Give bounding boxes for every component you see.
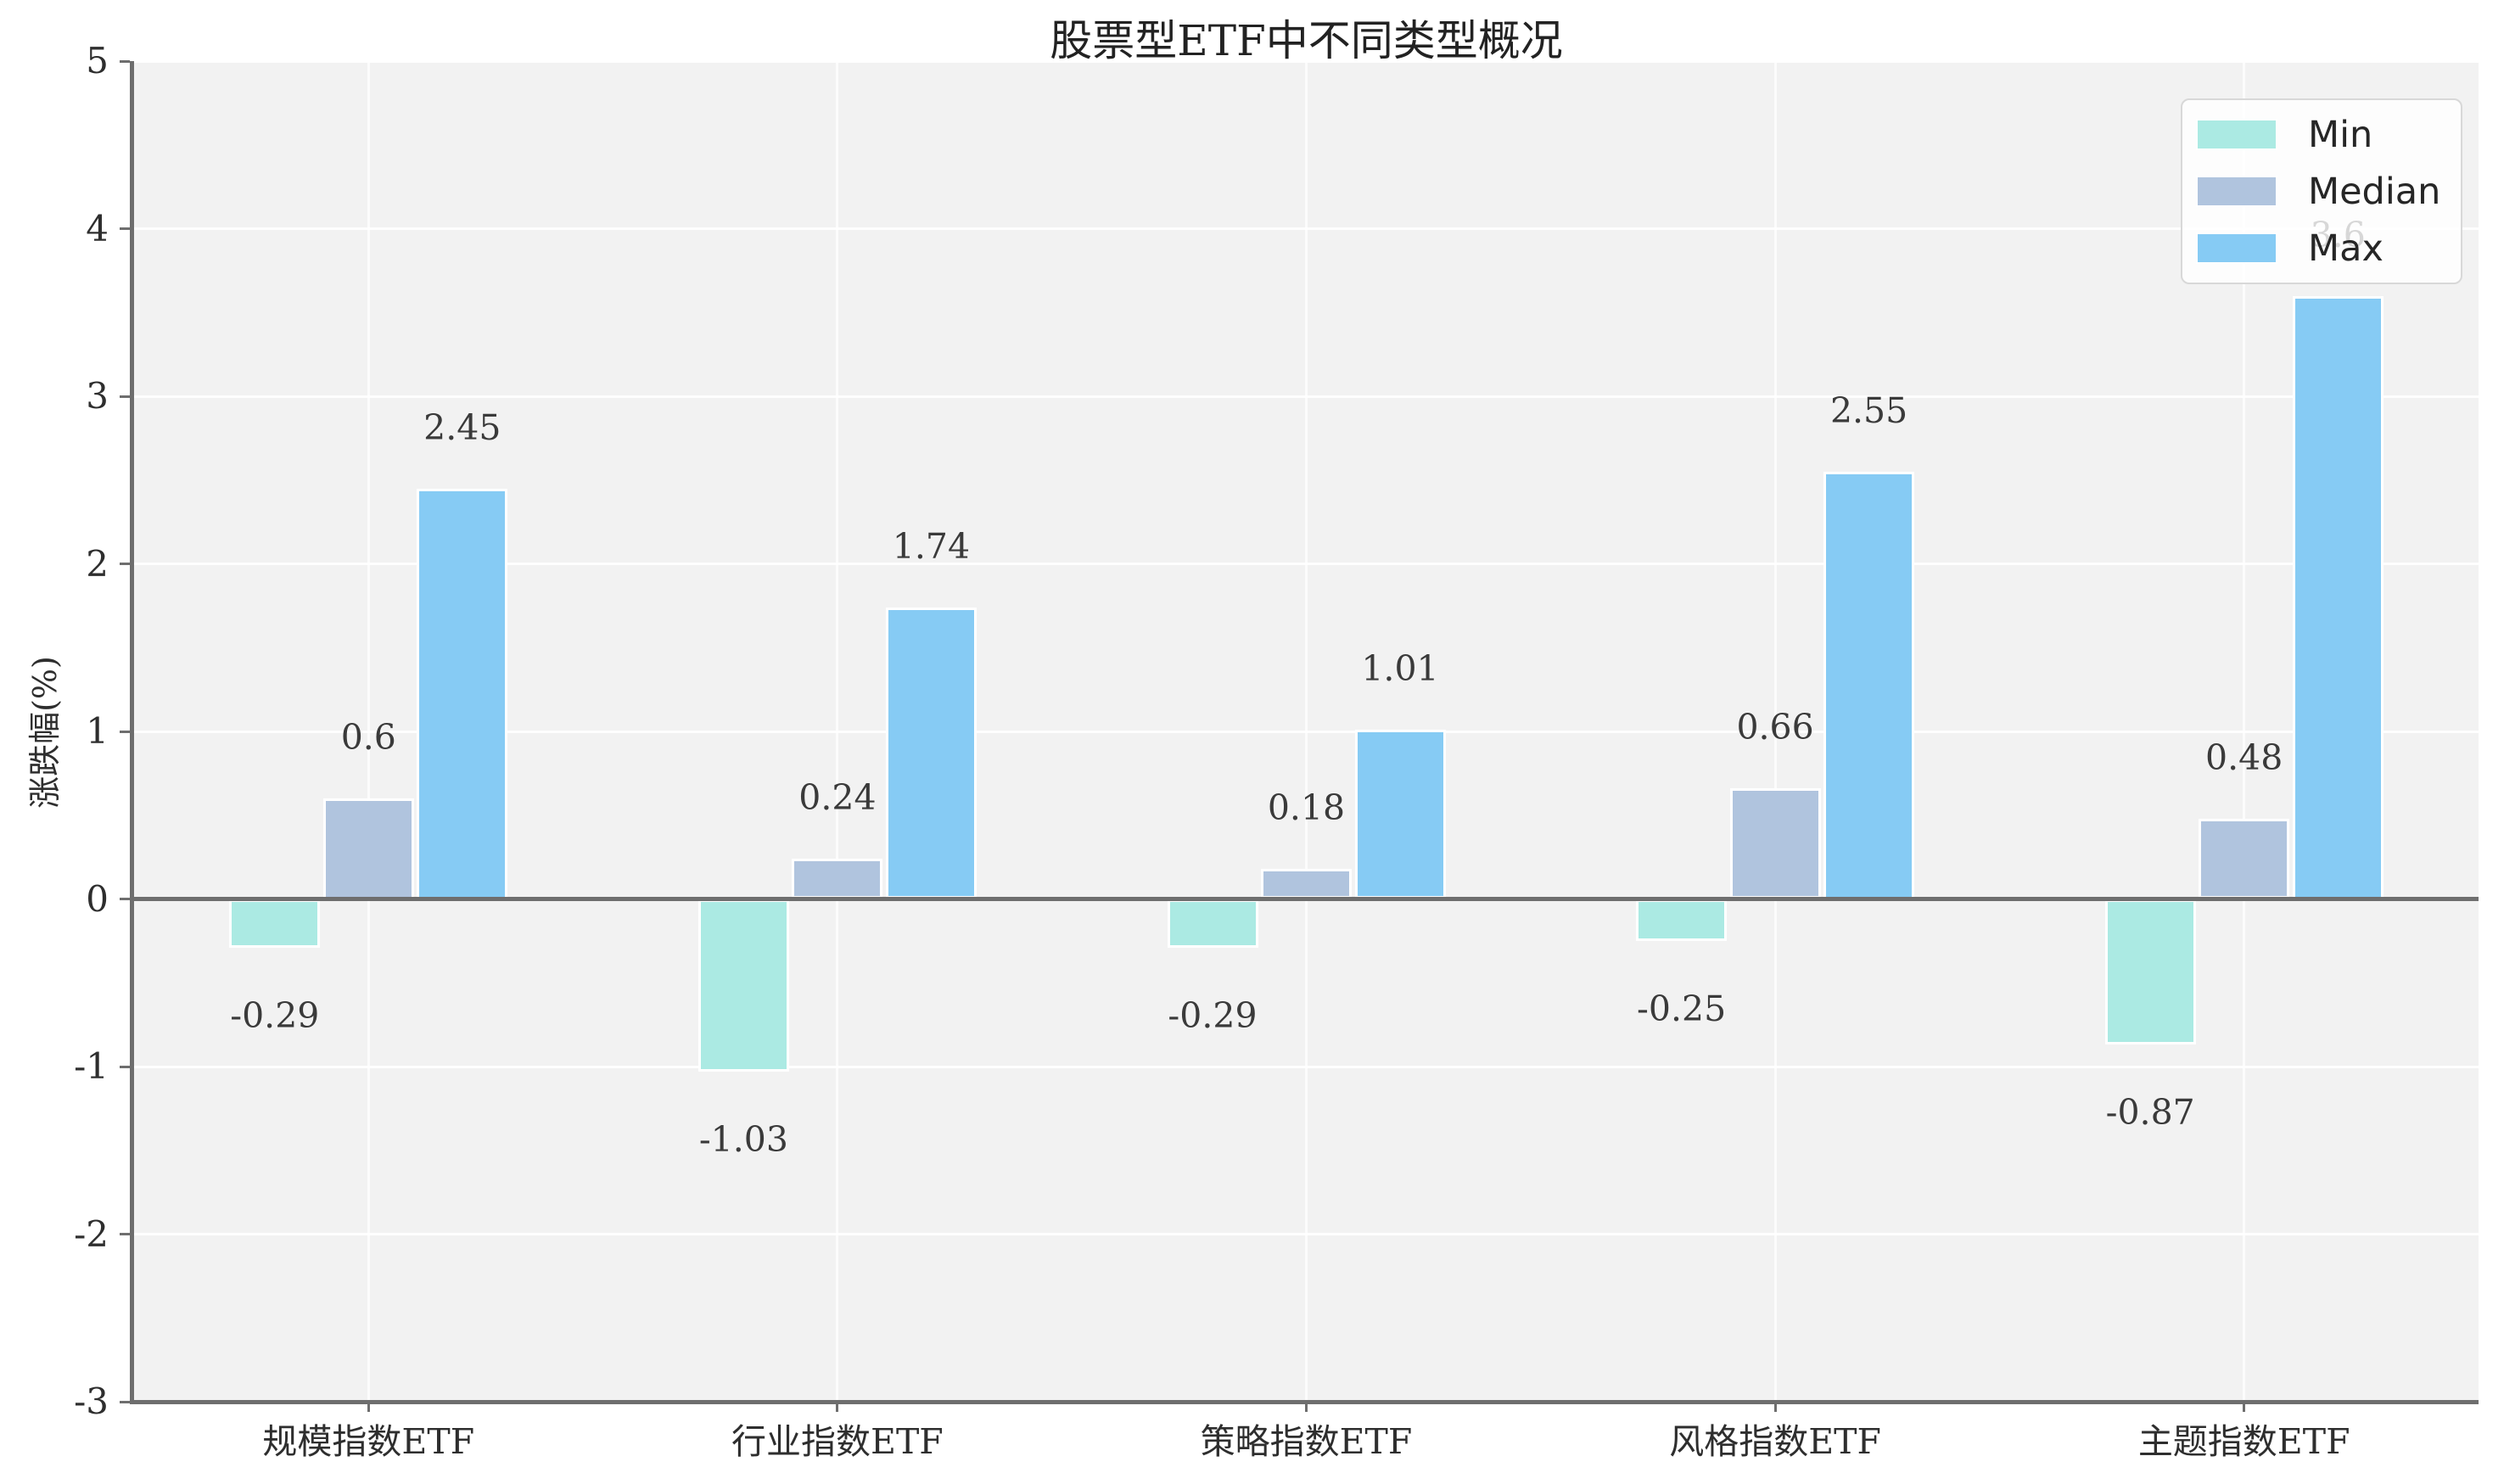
legend-swatch-max	[2196, 232, 2277, 264]
x-tick-label: 策略指数ETF	[1200, 1421, 1413, 1462]
bar-value-label: -0.29	[1168, 994, 1258, 1036]
y-tick-mark	[120, 59, 130, 63]
bar-value-label: 0.48	[2205, 736, 2283, 778]
bar-median-1	[322, 798, 414, 899]
legend-label-median: Median	[2308, 170, 2441, 213]
bar-max-4	[1823, 471, 1915, 899]
y-tick-mark	[120, 1065, 130, 1068]
bar-min-2	[697, 899, 789, 1072]
x-tick-mark	[836, 1402, 839, 1412]
y-tick-mark	[120, 227, 130, 230]
gridline-vertical	[836, 61, 839, 1402]
bar-value-label: -1.03	[698, 1118, 788, 1160]
x-tick-label: 规模指数ETF	[262, 1421, 475, 1462]
bar-median-4	[1729, 788, 1821, 899]
bar-min-5	[2104, 899, 2196, 1045]
bar-max-1	[417, 488, 508, 899]
y-tick-mark	[120, 1233, 130, 1235]
x-tick-label: 行业指数ETF	[731, 1421, 944, 1462]
y-tick-label: 0	[86, 877, 109, 920]
x-tick-label: 主题指数ETF	[2137, 1421, 2350, 1462]
y-tick-mark	[120, 898, 130, 900]
bar-value-label: 0.18	[1267, 787, 1346, 828]
y-tick-label: 4	[86, 207, 109, 249]
bar-value-label: 0.24	[798, 777, 877, 819]
bar-max-3	[1354, 730, 1446, 899]
legend-row-min: Min	[2196, 114, 2461, 156]
x-tick-mark	[367, 1402, 370, 1412]
x-tick-label: 风格指数ETF	[1669, 1421, 1881, 1462]
y-tick-label: 1	[86, 710, 109, 752]
bar-value-label: -0.25	[1637, 988, 1727, 1029]
legend-swatch-median	[2196, 176, 2277, 207]
y-tick-label: -2	[74, 1212, 109, 1255]
y-tick-label: -3	[74, 1380, 109, 1422]
bar-min-1	[229, 899, 321, 948]
y-tick-label: 2	[86, 542, 109, 585]
legend-swatch-min	[2196, 119, 2277, 150]
x-tick-mark	[2243, 1402, 2246, 1412]
x-tick-mark	[1305, 1402, 1308, 1412]
bar-value-label: 1.01	[1361, 648, 1439, 690]
zero-line	[134, 897, 2479, 901]
legend-label-min: Min	[2308, 113, 2373, 156]
y-tick-mark	[120, 1400, 130, 1403]
bar-min-3	[1167, 899, 1258, 948]
bar-median-3	[1261, 868, 1352, 899]
gridline-vertical	[2243, 61, 2246, 1402]
x-tick-mark	[1773, 1402, 1777, 1412]
plot-area: -0.29 -1.03 -0.29 -0.25 -0.87 0.6 0.24 0.18 0.66…	[134, 59, 2479, 1403]
gridline-vertical	[1773, 61, 1777, 1402]
bar-max-2	[885, 607, 977, 899]
bar-min-4	[1636, 899, 1728, 941]
y-tick-mark	[120, 563, 130, 565]
bar-median-2	[792, 859, 883, 899]
bar-value-label: 2.55	[1829, 389, 1908, 431]
x-axis-spine	[130, 1399, 2479, 1404]
y-axis-spine	[130, 61, 134, 1402]
legend-label-max: Max	[2308, 227, 2384, 270]
y-tick-label: 5	[86, 40, 109, 81]
y-tick-mark	[120, 395, 130, 398]
bar-max-5	[2292, 295, 2384, 899]
gridline-vertical	[367, 61, 370, 1402]
bar-value-label: -0.87	[2105, 1092, 2195, 1134]
bar-value-label: 2.45	[423, 406, 501, 448]
bar-value-label: 1.74	[892, 525, 971, 567]
bar-value-label: 0.66	[1736, 707, 1814, 748]
gridline-vertical	[1305, 61, 1308, 1402]
legend-row-median: Median	[2196, 171, 2461, 213]
legend-row-max: Max	[2196, 227, 2461, 270]
y-tick-mark	[120, 730, 130, 733]
bar-median-5	[2199, 818, 2290, 899]
bar-value-label: 0.6	[340, 717, 396, 758]
legend-box: Min Median Max	[2181, 98, 2462, 284]
y-tick-label: 3	[86, 375, 109, 417]
bar-value-label: -0.29	[230, 994, 320, 1036]
y-tick-label: -1	[74, 1045, 109, 1087]
chart-title: 股票型ETF中不同类型概况	[1050, 16, 1563, 65]
